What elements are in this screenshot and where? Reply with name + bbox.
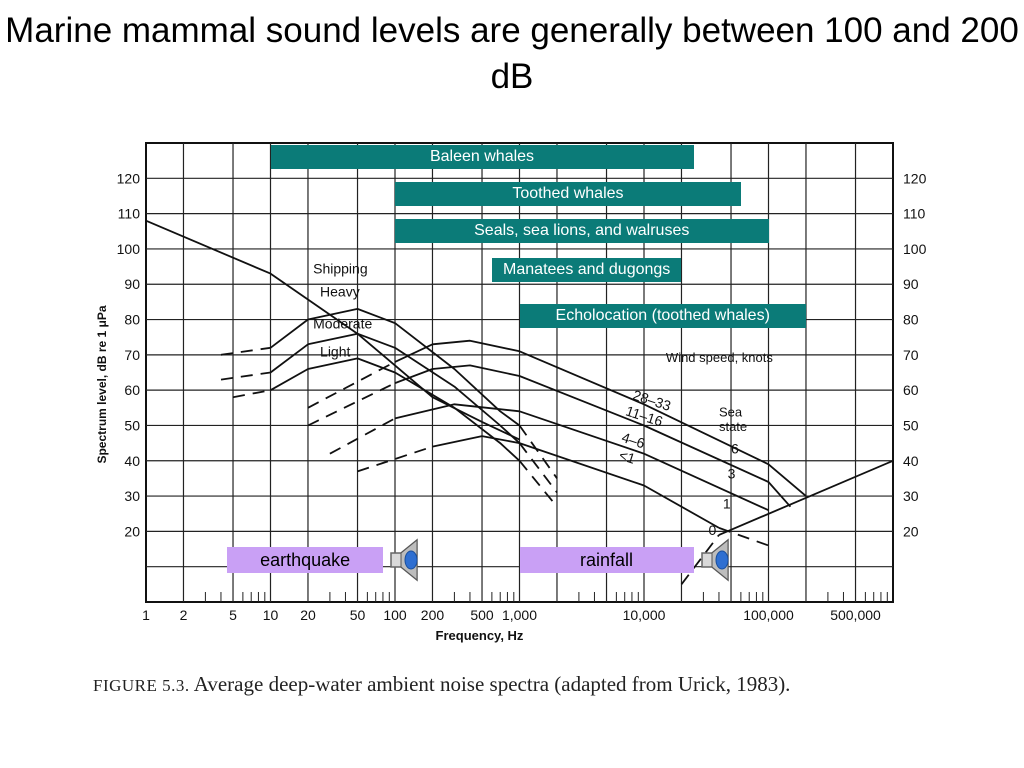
annotation-sea-state-6: 6 [731,441,739,457]
figure-label: FIGURE 5.3. [93,676,190,695]
x-tick-label: 1 [142,607,150,623]
speaker-icon[interactable] [387,537,427,583]
range-bar: Baleen whales [270,145,694,170]
x-tick-label: 2 [180,607,188,623]
series-line [432,435,720,529]
y-tick-label-right: 120 [903,170,927,186]
series-line [518,442,558,494]
y-tick-label-left: 40 [124,453,140,469]
series-line [518,424,558,479]
event-bar: rainfall [519,546,694,573]
annotation-wind-lt1: <1 [617,447,637,467]
annotation-light: Light [320,344,350,360]
series-line [680,534,720,585]
series-line [145,219,520,441]
series-line [394,364,792,508]
x-tick-label: 100,000 [743,607,794,623]
annotation-state: state [719,419,747,434]
slide-title: Marine mammal sound levels are generally… [5,11,1019,96]
y-tick-label-left: 120 [117,170,141,186]
x-tick-label: 10 [263,607,279,623]
speaker-icon[interactable] [698,537,738,583]
grid-layer [145,142,894,603]
event-bar: earthquake [227,546,383,573]
x-axis-label: Frequency, Hz [436,628,524,643]
series-line [269,332,521,444]
series-line [270,357,521,462]
series-line [269,307,521,427]
curve-layer [145,219,894,585]
y-axis-label: Spectrum level, dB re 1 μPa [95,305,109,463]
y-tick-label-right: 40 [903,453,919,469]
annotation-wind-speed: Wind speed, knots [666,350,773,365]
annotation-heavy: Heavy [320,284,360,300]
figure-caption: FIGURE 5.3. Average deep-water ambient n… [93,672,993,697]
range-bar: Echolocation (toothed whales) [519,304,806,328]
x-tick-label: 200 [421,607,445,623]
series-line [220,346,271,356]
y-tick-label-right: 60 [903,382,919,398]
range-bar: Manatees and dugongs [491,258,682,283]
series-line [718,459,894,536]
series-line [329,417,396,455]
y-tick-label-right: 110 [903,206,926,222]
y-tick-label-right: 50 [903,417,919,433]
y-tick-label-left: 90 [124,276,140,292]
y-tick-label-left: 50 [124,417,140,433]
series-line [518,460,558,508]
series-line [220,371,271,381]
series-line [307,361,396,409]
y-tick-label-right: 30 [903,488,919,504]
y-tick-label-left: 110 [118,206,141,222]
series-line [357,445,433,473]
y-tick-label-left: 60 [124,382,140,398]
y-tick-label-right: 80 [903,312,919,328]
series-line [232,389,271,399]
annotation-sea-state-0: 0 [709,522,717,538]
x-tick-label: 20 [300,607,316,623]
range-bar: Toothed whales [395,182,741,207]
x-tick-label: 10,000 [623,607,666,623]
y-tick-label-left: 80 [124,312,140,328]
range-bar: Seals, sea lions, and walruses [395,219,769,244]
y-tick-label-right: 70 [903,347,919,363]
y-tick-label-left: 70 [124,347,140,363]
y-tick-label-right: 100 [903,241,927,257]
series-line [394,403,769,512]
annotation-shipping: Shipping [313,261,368,277]
x-tick-label: 5 [229,607,237,623]
annotation-sea-state-3: 3 [728,465,736,481]
annotation-moderate: Moderate [313,315,372,331]
x-tick-label: 500 [470,607,494,623]
series-line [394,339,807,497]
annotation-layer: Shipping Heavy Moderate Light Wind speed, kn… [313,261,773,538]
x-tick-label: 1,000 [502,607,537,623]
figure-caption-text: Average deep-water ambient noise spectra… [193,672,791,696]
y-tick-label-right: 90 [903,276,919,292]
x-tick-label: 50 [350,607,366,623]
annotation-sea-state-1: 1 [723,495,731,511]
axis-text-layer: 1 2 5 10 20 50 100 200 500 1,000 10,000 100,000 500,… [95,170,927,643]
y-tick-label-left: 100 [117,241,141,257]
annotation-wind-4-6: 4–6 [620,429,647,452]
y-tick-label-left: 20 [124,523,140,539]
annotation-sea: Sea [719,405,743,420]
x-tick-label: 100 [383,607,407,623]
y-tick-label-right: 20 [903,523,919,539]
y-tick-label-left: 30 [124,488,140,504]
x-tick-label: 500,000 [830,607,881,623]
series-line [307,382,396,427]
